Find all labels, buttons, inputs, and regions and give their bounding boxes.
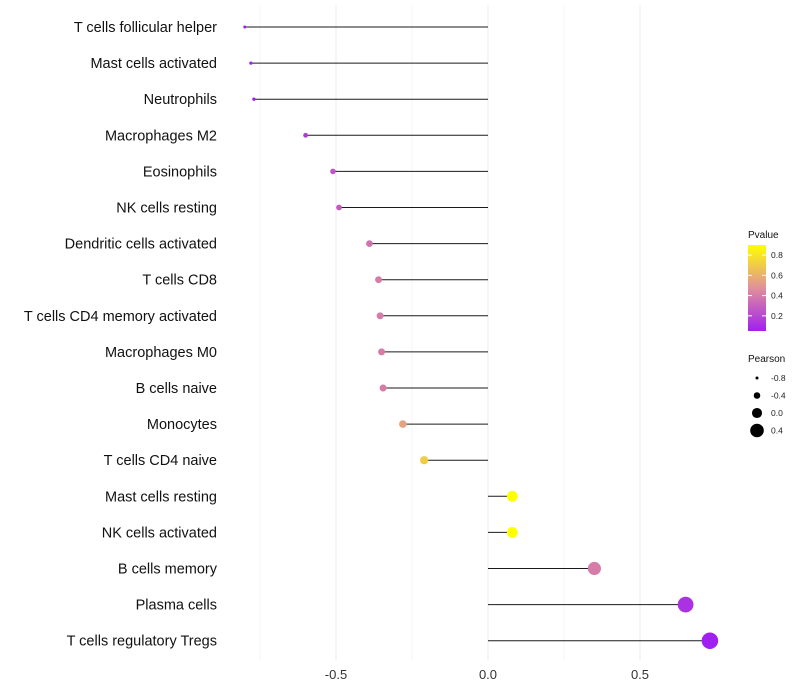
lollipop-point: [379, 384, 387, 392]
lollipop-point: [378, 348, 386, 356]
category-label: NK cells resting: [116, 201, 217, 217]
category-labels: T cells follicular helper Mast cells acti…: [24, 20, 218, 650]
category-label: T cells CD4 naive: [104, 453, 217, 469]
lollipop-point: [252, 97, 256, 101]
category-label: T cells regulatory Tregs: [67, 634, 217, 650]
x-tick-label: 0.5: [631, 667, 649, 682]
category-label: Mast cells resting: [105, 489, 217, 505]
size-legend-key: [753, 392, 761, 399]
category-label: B cells memory: [118, 562, 218, 578]
lollipop-point: [420, 456, 429, 465]
size-legend-label: -0.8: [771, 373, 786, 383]
lollipop-point: [506, 490, 518, 502]
size-legend-label: 0.4: [771, 426, 783, 436]
lollipop-point: [587, 561, 601, 576]
category-label: Neutrophils: [144, 92, 217, 108]
category-label: T cells CD8: [142, 273, 217, 289]
size-legend-label: 0.0: [771, 408, 783, 418]
category-label: T cells follicular helper: [74, 20, 217, 36]
size-legend-key: [751, 407, 763, 419]
category-label: Mast cells activated: [90, 56, 217, 72]
lollipop-point: [243, 25, 247, 29]
grid-lines: [259, 5, 641, 660]
lollipop-point: [336, 204, 342, 211]
lollipop-point: [303, 132, 308, 138]
lollipop-point: [376, 312, 384, 320]
lollipop-point: [330, 168, 336, 175]
colorbar-label: 0.6: [771, 270, 783, 280]
size-legend-label: -0.4: [771, 391, 786, 401]
lollipop-point: [677, 596, 694, 613]
pvalue-legend-title: Pvalue: [748, 230, 779, 241]
x-axis-tick-labels: -0.5 0.0 0.5: [325, 667, 649, 682]
lollipop-point: [366, 240, 373, 247]
category-label: Macrophages M0: [105, 345, 217, 361]
pearson-legend: Pearson -0.8 -0.4 0.0 0.4: [748, 354, 786, 438]
pearson-legend-title: Pearson: [748, 354, 785, 365]
lollipop-point: [506, 527, 518, 538]
lollipop-stems: [244, 26, 710, 642]
category-label: Eosinophils: [143, 164, 217, 180]
x-tick-label: -0.5: [325, 667, 347, 682]
colorbar-label: 0.2: [771, 311, 783, 321]
category-label: Plasma cells: [136, 598, 217, 614]
pvalue-legend: Pvalue 0.8 0.6 0.4 0.2: [748, 230, 783, 331]
pvalue-colorbar: [748, 245, 766, 331]
size-legend-key: [750, 423, 764, 438]
category-label: T cells CD4 memory activated: [24, 309, 217, 325]
category-label: Macrophages M2: [105, 128, 217, 144]
x-tick-label: 0.0: [479, 667, 497, 682]
lollipop-point: [375, 276, 383, 284]
category-label: Dendritic cells activated: [65, 237, 217, 253]
category-label: B cells naive: [136, 381, 217, 397]
lollipop-point: [399, 420, 407, 428]
lollipop-point: [249, 61, 253, 65]
lollipop-point: [701, 632, 719, 649]
category-label: Monocytes: [147, 417, 217, 433]
lollipop-points: [243, 25, 719, 649]
category-label: NK cells activated: [102, 525, 217, 541]
size-legend-key: [755, 376, 759, 380]
colorbar-label: 0.4: [771, 291, 783, 301]
colorbar-label: 0.8: [771, 250, 783, 260]
